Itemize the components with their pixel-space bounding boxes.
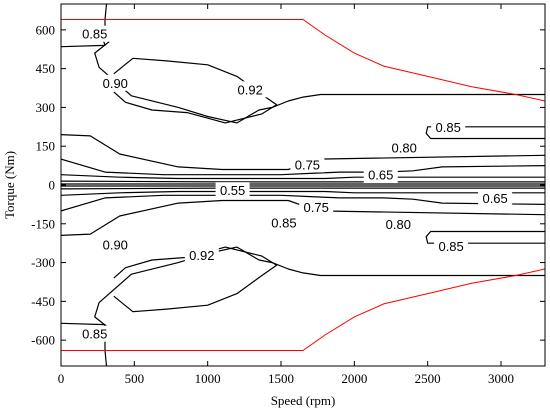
contour-label-5: 0.75 xyxy=(295,157,320,172)
contour-label-layer: 0.85 0.90 0.92 0.85 0.80 0.75 0.65 0.55 0.75 0.65… xyxy=(77,25,513,342)
contour-label-bg-10 xyxy=(266,214,301,231)
contour-label-1: 0.90 xyxy=(103,76,128,91)
contour-line-085-8 xyxy=(425,126,545,140)
contour-label-bg-7 xyxy=(215,182,250,199)
contour-label-4: 0.80 xyxy=(392,141,417,156)
contour-line-080-10 xyxy=(61,158,545,176)
contour-label-bg-15 xyxy=(77,325,112,342)
y-tick-label-0: 0 xyxy=(49,178,56,193)
contour-label-bg-5 xyxy=(290,156,325,173)
contour-layer xyxy=(61,4,545,366)
x-tick-label-1500: 1500 xyxy=(268,371,294,386)
contour-label-bg-13 xyxy=(98,236,133,253)
y-axis-ticks: 600 450 300 150 0 -150 -300 -450 -600 xyxy=(31,22,545,348)
plot-background xyxy=(61,4,545,366)
contour-line-080-11 xyxy=(61,194,545,212)
contour-label-2: 0.92 xyxy=(238,82,263,97)
x-axis-ticks: 0 500 1000 1500 2000 2500 3000 xyxy=(58,4,514,386)
y-tick-label-600: 600 xyxy=(36,22,56,37)
contour-line-090-3 xyxy=(94,246,545,329)
x-tick-label-500: 500 xyxy=(125,371,145,386)
contour-line-090-2 xyxy=(94,41,545,124)
contour-label-bg-2 xyxy=(233,81,268,98)
x-tick-label-2000: 2000 xyxy=(341,371,367,386)
contour-label-9: 0.65 xyxy=(482,191,507,206)
contour-label-15: 0.85 xyxy=(82,327,107,342)
contour-label-bg-0 xyxy=(77,25,112,42)
contour-label-bg-3 xyxy=(431,118,466,135)
contour-label-bg-9 xyxy=(478,189,513,206)
x-tick-label-2500: 2500 xyxy=(415,371,441,386)
contour-label-10: 0.85 xyxy=(271,215,296,230)
y-tick-label--300: -300 xyxy=(31,255,55,270)
x-tick-label-1000: 1000 xyxy=(195,371,221,386)
contour-label-bg-4 xyxy=(387,139,422,156)
contour-line-075-13 xyxy=(61,190,545,196)
contour-label-bg-14 xyxy=(184,246,219,263)
contour-line-092-0 xyxy=(113,57,278,124)
contour-label-3: 0.85 xyxy=(436,120,461,135)
contour-label-6: 0.65 xyxy=(368,168,393,183)
torque-limit-layer xyxy=(61,19,545,351)
y-tick-label-450: 450 xyxy=(36,61,56,76)
contour-label-13: 0.90 xyxy=(103,237,128,252)
y-tick-label--450: -450 xyxy=(31,294,55,309)
contour-line-065-14 xyxy=(61,180,545,183)
contour-label-8: 0.75 xyxy=(304,200,329,215)
y-axis-title: Torque (Nm) xyxy=(2,151,17,219)
torque-limit-curve-generating xyxy=(61,268,545,351)
x-tick-label-3000: 3000 xyxy=(488,371,514,386)
contour-label-7: 0.55 xyxy=(220,183,245,198)
x-tick-label-0: 0 xyxy=(58,371,65,386)
y-tick-label-300: 300 xyxy=(36,100,56,115)
contour-label-14: 0.92 xyxy=(189,248,214,263)
contour-label-bg-11 xyxy=(381,215,416,232)
contour-label-12: 0.85 xyxy=(438,239,463,254)
y-tick-label-150: 150 xyxy=(36,139,56,154)
contour-line-075-12 xyxy=(61,174,545,180)
contour-label-bg-6 xyxy=(363,166,398,183)
contour-line-092-1 xyxy=(113,246,278,313)
contour-label-11: 0.80 xyxy=(386,217,411,232)
contour-label-bg-1 xyxy=(98,74,133,91)
contour-label-0: 0.85 xyxy=(82,27,107,42)
y-tick-label--150: -150 xyxy=(31,216,55,231)
contour-label-bg-8 xyxy=(299,198,334,215)
contour-label-bg-12 xyxy=(434,237,469,254)
x-axis-title: Speed (rpm) xyxy=(271,393,336,408)
y-tick-label--600: -600 xyxy=(31,333,55,348)
torque-limit-curve-motoring xyxy=(61,19,545,102)
